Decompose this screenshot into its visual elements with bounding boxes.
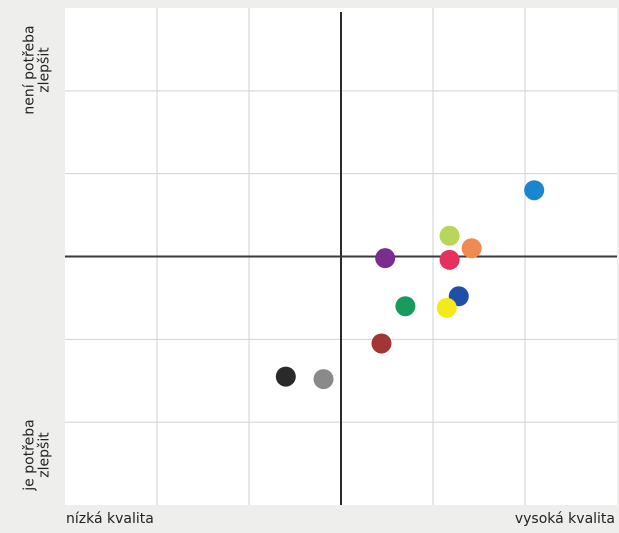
data-point — [395, 296, 416, 317]
data-point — [313, 369, 334, 390]
x-axis-high-label: vysoká kvalita — [514, 511, 615, 527]
data-point — [439, 225, 460, 246]
data-point — [461, 238, 482, 259]
data-point — [371, 333, 392, 354]
data-point — [375, 248, 396, 269]
axes — [65, 12, 617, 505]
x-axis-low-label: nízká kvalita — [66, 511, 154, 527]
y-axis-bottom-label-line-2: zlepšit — [37, 432, 54, 478]
data-points — [275, 180, 545, 390]
y-axis-top-label-line-2: zlepšit — [37, 47, 54, 93]
data-point — [439, 249, 460, 270]
y-axis-bottom-label: je potřeba zlepšit — [18, 405, 58, 505]
data-point — [524, 180, 545, 201]
data-point — [436, 297, 457, 318]
data-point — [275, 366, 296, 387]
y-axis-top-label: není potřeba zlepšit — [18, 10, 58, 130]
